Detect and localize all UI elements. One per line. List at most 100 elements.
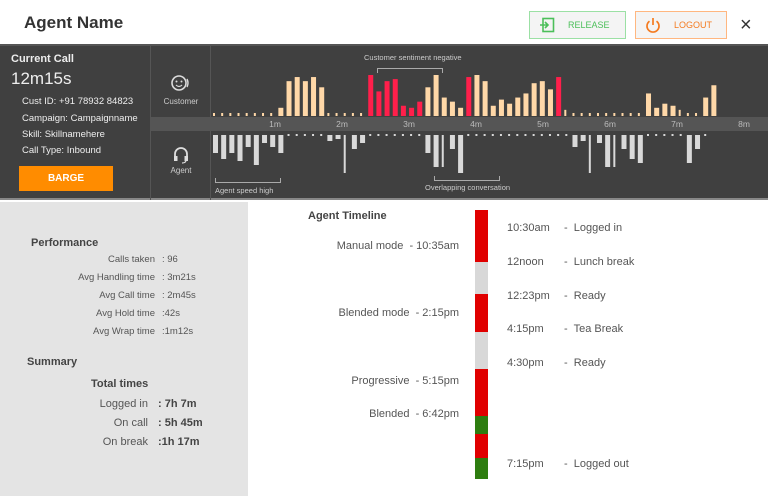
customer-bar xyxy=(531,83,537,116)
customer-bar xyxy=(449,101,455,116)
power-icon xyxy=(636,17,670,33)
perf-value: : 3m21s xyxy=(162,272,196,283)
agent-dot xyxy=(410,134,413,136)
customer-dot xyxy=(229,113,232,116)
speed-annotation: Agent speed high xyxy=(215,186,274,195)
timeline-mode: Blended mode - 2:15pm xyxy=(338,307,459,319)
agent-dot xyxy=(557,134,560,136)
customer-bar xyxy=(490,105,496,116)
customer-dot xyxy=(621,113,624,116)
agent-bar xyxy=(572,135,578,147)
x-tick-label: 6m xyxy=(604,119,616,129)
agent-dot xyxy=(508,134,511,136)
event-label: - Tea Break xyxy=(564,323,624,335)
agent-bar xyxy=(596,135,602,143)
customer-bar xyxy=(547,89,553,116)
agent-dot xyxy=(303,134,306,136)
agent-dot xyxy=(704,134,707,136)
customer-bar-negative xyxy=(376,91,382,116)
agent-bar xyxy=(237,135,243,161)
customer-dot xyxy=(343,113,346,116)
agent-dot xyxy=(377,134,380,136)
summary-value: : 7h 7m xyxy=(158,398,197,410)
event-time: 10:30am xyxy=(507,222,550,234)
customer-dot xyxy=(221,113,224,116)
customer-bar xyxy=(654,107,660,116)
perf-label: Avg Handling time xyxy=(78,272,155,283)
current-call-heading: Current Call xyxy=(11,53,74,65)
agent-dot xyxy=(565,134,568,136)
agent-dot xyxy=(418,134,421,136)
agent-dot xyxy=(312,134,315,136)
agent-bar xyxy=(425,135,431,153)
x-tick-label: 5m xyxy=(537,119,549,129)
event-time: 4:30pm xyxy=(507,357,544,369)
customer-dot xyxy=(686,113,689,116)
timeline-segment-busy xyxy=(475,369,488,416)
customer-dot xyxy=(335,113,338,116)
agent-dot xyxy=(369,134,372,136)
customer-bar xyxy=(482,81,488,116)
customer-bar xyxy=(286,81,292,116)
agent-dot xyxy=(393,134,396,136)
customer-dot xyxy=(629,113,632,116)
agent-bar xyxy=(245,135,251,147)
agent-bar xyxy=(449,135,455,149)
customer-bar xyxy=(539,81,545,116)
total-times-heading: Total times xyxy=(91,378,149,390)
release-button[interactable]: RELEASE xyxy=(529,11,626,39)
close-icon[interactable]: × xyxy=(740,14,752,36)
agent-dot xyxy=(671,134,674,136)
event-label: - Ready xyxy=(564,357,606,369)
timeline-segment-ready xyxy=(475,458,488,479)
perf-value: : 96 xyxy=(162,254,178,265)
current-call-panel: Current Call 12m15s Cust ID: +91 78932 8… xyxy=(0,46,768,200)
sentiment-annotation: Customer sentiment negative xyxy=(364,53,462,62)
agent-bar xyxy=(605,135,611,167)
customer-bar-negative xyxy=(368,75,374,116)
agent-label: Agent xyxy=(170,166,192,175)
agent-bar xyxy=(278,135,284,153)
overlap-annotation: Overlapping conversation xyxy=(425,183,511,192)
customer-bar xyxy=(319,87,325,116)
customer-bar xyxy=(564,109,567,116)
perf-value: :42s xyxy=(162,308,180,319)
agent-bar xyxy=(229,135,235,153)
timeline-mode: Manual mode - 10:35am xyxy=(336,240,459,252)
agent-bar xyxy=(458,135,464,173)
timeline-segment-ready xyxy=(475,416,488,434)
perf-label: Avg Call time xyxy=(99,290,155,301)
logout-button[interactable]: LOGOUT xyxy=(635,11,727,39)
agent-bar xyxy=(637,135,643,163)
customer-bar-negative xyxy=(384,81,390,116)
agent-bar xyxy=(433,135,439,167)
customer-bar xyxy=(458,107,464,116)
event-time: 12:23pm xyxy=(507,290,550,302)
agent-dot xyxy=(655,134,658,136)
timeline-heading: Agent Timeline xyxy=(308,210,387,222)
customer-bar xyxy=(646,93,652,116)
customer-face-icon xyxy=(171,74,191,94)
barge-button[interactable]: BARGE xyxy=(19,166,113,191)
agent-dot xyxy=(287,134,290,136)
timeline-mode: Progressive - 5:15pm xyxy=(351,375,459,387)
customer-bar xyxy=(662,103,668,116)
customer-bar xyxy=(311,77,317,116)
x-tick-label: 7m xyxy=(671,119,683,129)
agent-dot xyxy=(540,134,543,136)
agent-dot xyxy=(467,134,470,136)
perf-label: Avg Wrap time xyxy=(93,326,155,337)
agent-bar xyxy=(262,135,268,143)
customer-bar-negative xyxy=(409,107,415,116)
customer-bar xyxy=(425,87,431,116)
cust-id: Cust ID: +91 78932 84823 xyxy=(22,96,134,107)
summary-value: : 5h 45m xyxy=(158,417,203,429)
agent-bar xyxy=(613,135,616,167)
summary-label: On call xyxy=(113,417,148,429)
event-label: - Logged in xyxy=(564,222,623,234)
stats-panel: Performance Calls taken: 96 Avg Handling … xyxy=(0,202,248,496)
overlap-bracket xyxy=(434,176,500,181)
customer-bar xyxy=(294,77,300,116)
customer-dot xyxy=(637,113,640,116)
perf-value: : 2m45s xyxy=(162,290,196,301)
